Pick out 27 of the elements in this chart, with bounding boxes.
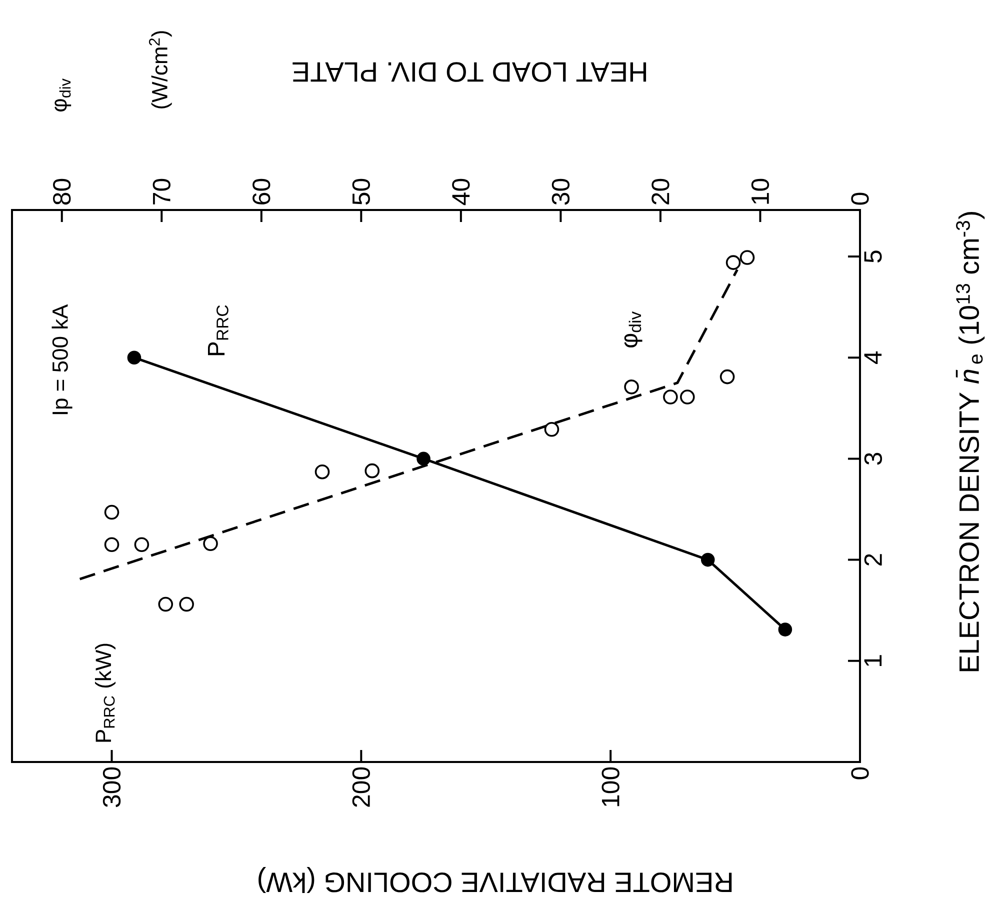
x2-tick-label: 60	[252, 178, 270, 204]
text: φ$_{div}$	[624, 311, 642, 348]
annotation: P$_{RRC}$ (kW)	[95, 644, 116, 742]
x-axis-title: REMOTE RADIATIVE COOLING (kW)	[258, 866, 732, 894]
x2-tick-label: 20	[652, 178, 670, 204]
x-tick-label: 300	[102, 767, 121, 808]
y-tick-label: 5	[864, 250, 882, 262]
x2-tick-label: 80	[53, 178, 71, 205]
x-tick-label: 200	[352, 767, 370, 807]
x2-tick-label: 70	[152, 178, 170, 204]
text: P$_{RRC}$	[208, 305, 228, 356]
x2-tick-label: 50	[352, 178, 370, 205]
y-tick-label: 1	[864, 655, 882, 666]
annotation: Ip = 500 kA	[52, 304, 72, 414]
x2-tick-label: 10	[751, 178, 770, 204]
text: (W/cm$^{2}$)	[148, 31, 172, 108]
x2-tick-label: 0	[851, 192, 869, 205]
text: φ$_{div}$	[54, 78, 72, 112]
y-tick-label: 4	[864, 351, 882, 364]
x2-tick-label: 40	[452, 178, 470, 206]
x2-tick-label: 30	[552, 178, 570, 205]
x-tick-label: 100	[602, 767, 620, 806]
x-tick-label: 0	[851, 767, 869, 780]
y-axis-title: ELECTRON DENSITY n̄$_{e}$ (10$^{13}$ cm$^{-3}$)	[956, 212, 985, 672]
x2-axis-title: HEAT LOAD TO DIV. PLATE	[292, 62, 646, 82]
y-tick-label: 3	[864, 452, 882, 465]
y-tick-label: 2	[864, 554, 882, 566]
